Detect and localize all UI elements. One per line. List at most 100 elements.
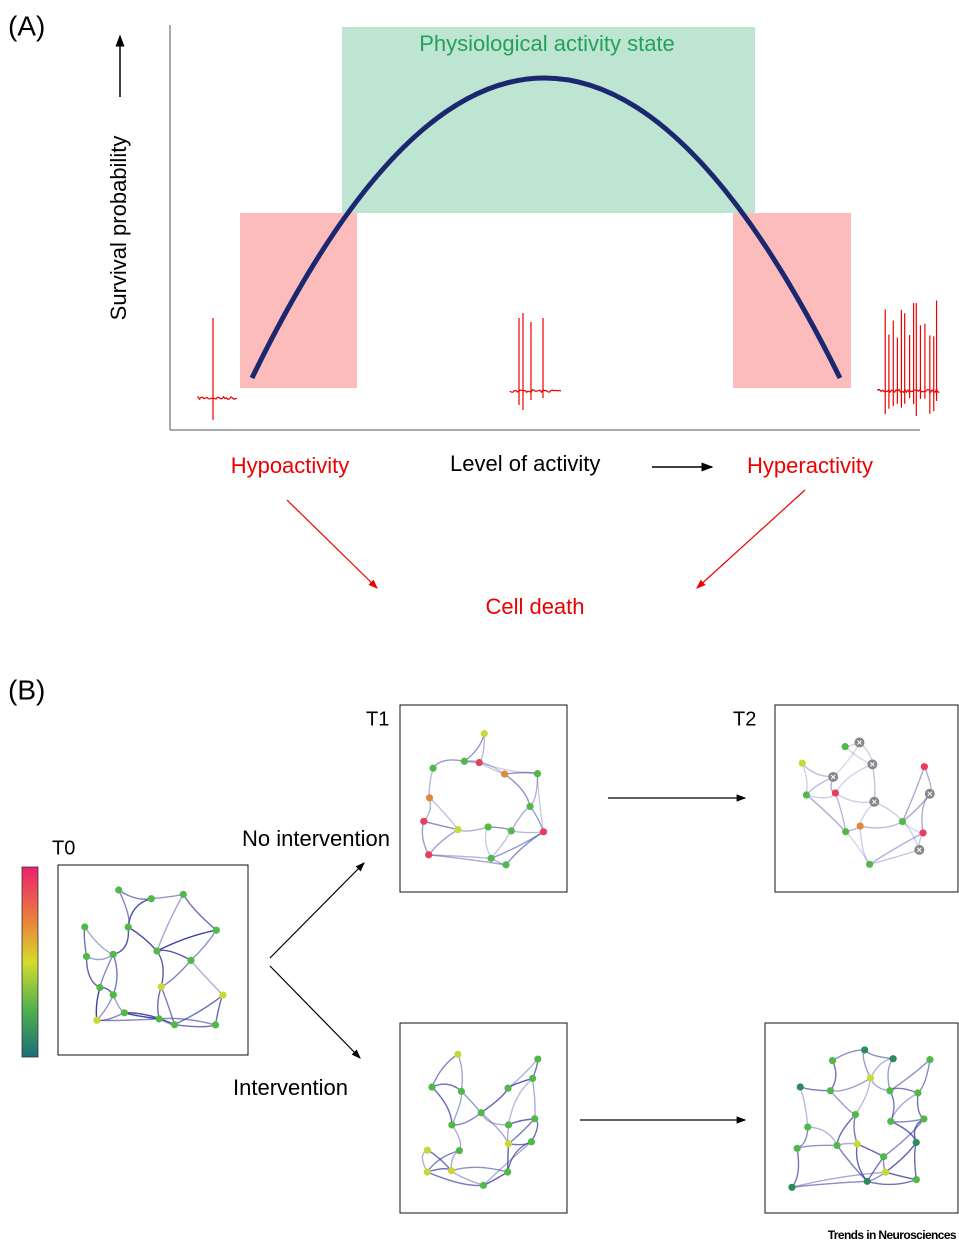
edge [791, 1171, 886, 1188]
node [833, 1141, 841, 1150]
node [842, 828, 850, 836]
node [851, 1111, 860, 1119]
node [447, 1167, 456, 1175]
node [96, 983, 104, 992]
edge [791, 1180, 868, 1189]
y-axis-label: Survival probability [106, 136, 131, 321]
node [887, 1117, 895, 1125]
node [153, 947, 161, 955]
node [428, 1083, 436, 1091]
node [526, 802, 534, 811]
node [802, 791, 810, 799]
network [421, 1050, 542, 1189]
trace [509, 388, 562, 394]
network [788, 1046, 934, 1191]
node [866, 860, 874, 868]
node [529, 1074, 537, 1083]
node [886, 1087, 894, 1095]
node [919, 829, 927, 837]
node [448, 1121, 456, 1129]
colorbar [21, 866, 39, 1058]
survival-curve [249, 75, 843, 380]
dead-mark [857, 740, 862, 745]
dead-mark [871, 799, 877, 805]
node [866, 1074, 874, 1082]
node [170, 1021, 179, 1029]
node [109, 991, 117, 999]
node [889, 1055, 897, 1063]
branch-label: No intervention [242, 826, 390, 851]
node [109, 950, 117, 958]
node [504, 1168, 512, 1176]
node [788, 1183, 796, 1191]
edge [507, 1077, 534, 1125]
node [527, 1138, 535, 1146]
node [880, 1153, 888, 1161]
edge [156, 929, 217, 952]
network [420, 730, 548, 869]
node [457, 1087, 466, 1095]
arrow [696, 489, 806, 589]
node [155, 1015, 163, 1023]
region-label: Physiological activity state [419, 31, 675, 56]
node [187, 956, 195, 965]
arrow [269, 965, 361, 1059]
node [211, 1021, 220, 1029]
node [863, 1177, 871, 1185]
timepoint-label: T1 [366, 708, 389, 730]
node [504, 1084, 512, 1092]
node [454, 826, 462, 834]
node [487, 854, 495, 862]
node [120, 1009, 128, 1017]
edge [427, 1171, 484, 1187]
edge [159, 1017, 216, 1026]
node [841, 743, 849, 751]
node [502, 861, 510, 869]
node [429, 764, 437, 772]
network [81, 886, 227, 1029]
node [455, 1147, 463, 1155]
node [796, 1083, 804, 1091]
node [507, 827, 515, 835]
node [425, 851, 433, 859]
node [914, 1089, 922, 1097]
edge [901, 766, 926, 822]
node [477, 1109, 485, 1117]
node [219, 991, 227, 999]
node [926, 1056, 934, 1064]
edge [451, 1166, 508, 1173]
node [826, 1087, 834, 1095]
edge [428, 854, 507, 866]
x-axis-label: Level of activity [450, 451, 600, 476]
node [423, 1168, 431, 1176]
edge [883, 1118, 925, 1158]
node [534, 1055, 542, 1063]
dead-mark [927, 791, 933, 797]
node [539, 828, 548, 836]
panel-label: (A) [8, 10, 45, 41]
node [504, 1121, 513, 1129]
node [420, 817, 428, 825]
node [425, 794, 434, 802]
node [828, 1057, 837, 1065]
node [179, 890, 187, 898]
node [454, 1050, 462, 1058]
edge [174, 994, 224, 1026]
node [798, 759, 806, 767]
node [912, 1176, 920, 1184]
node [147, 895, 155, 903]
edge [428, 854, 492, 860]
node [82, 952, 91, 961]
node [912, 1138, 920, 1147]
networks [57, 704, 959, 1214]
arrow [269, 862, 365, 959]
node [881, 1168, 890, 1176]
physiological-region [342, 27, 755, 213]
edge [124, 1012, 175, 1026]
hypo-label: Hypoactivity [231, 453, 350, 478]
node [475, 758, 483, 767]
dead-mark [870, 762, 875, 767]
dead-mark [830, 774, 836, 780]
